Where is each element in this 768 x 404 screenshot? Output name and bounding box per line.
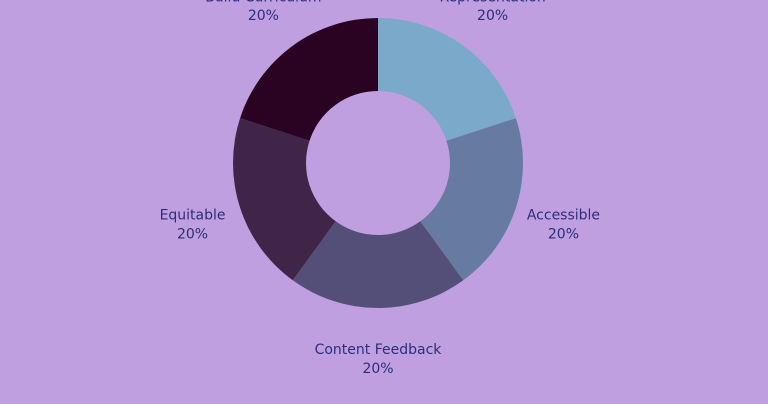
slice-label-build-curriculum: Build Curriculum 20%	[205, 0, 321, 24]
donut-slice-build-curriculum	[240, 18, 378, 141]
slice-category-label: Content Feedback	[315, 342, 443, 358]
donut-slice-accessible	[420, 118, 523, 281]
slice-value-label: 20%	[248, 8, 279, 24]
slice-label-content-feedback: Content Feedback 20%	[315, 342, 443, 377]
slice-category-label: Equitable	[160, 207, 226, 223]
donut-slice-content-feedback	[292, 221, 464, 308]
slice-value-label: 20%	[177, 226, 208, 242]
slice-category-label: Representation	[439, 0, 545, 5]
donut-slice-equitable	[233, 118, 336, 281]
donut-slice-representation	[378, 18, 516, 141]
slice-value-label: 20%	[548, 226, 579, 242]
slice-label-accessible: Accessible 20%	[527, 207, 600, 242]
slice-category-label: Accessible	[527, 207, 600, 223]
slice-value-label: 20%	[477, 8, 508, 24]
slice-label-equitable: Equitable 20%	[160, 207, 226, 242]
slice-category-label: Build Curriculum	[205, 0, 321, 5]
slice-label-representation: Representation 20%	[439, 0, 545, 24]
slice-value-label: 20%	[362, 361, 393, 377]
